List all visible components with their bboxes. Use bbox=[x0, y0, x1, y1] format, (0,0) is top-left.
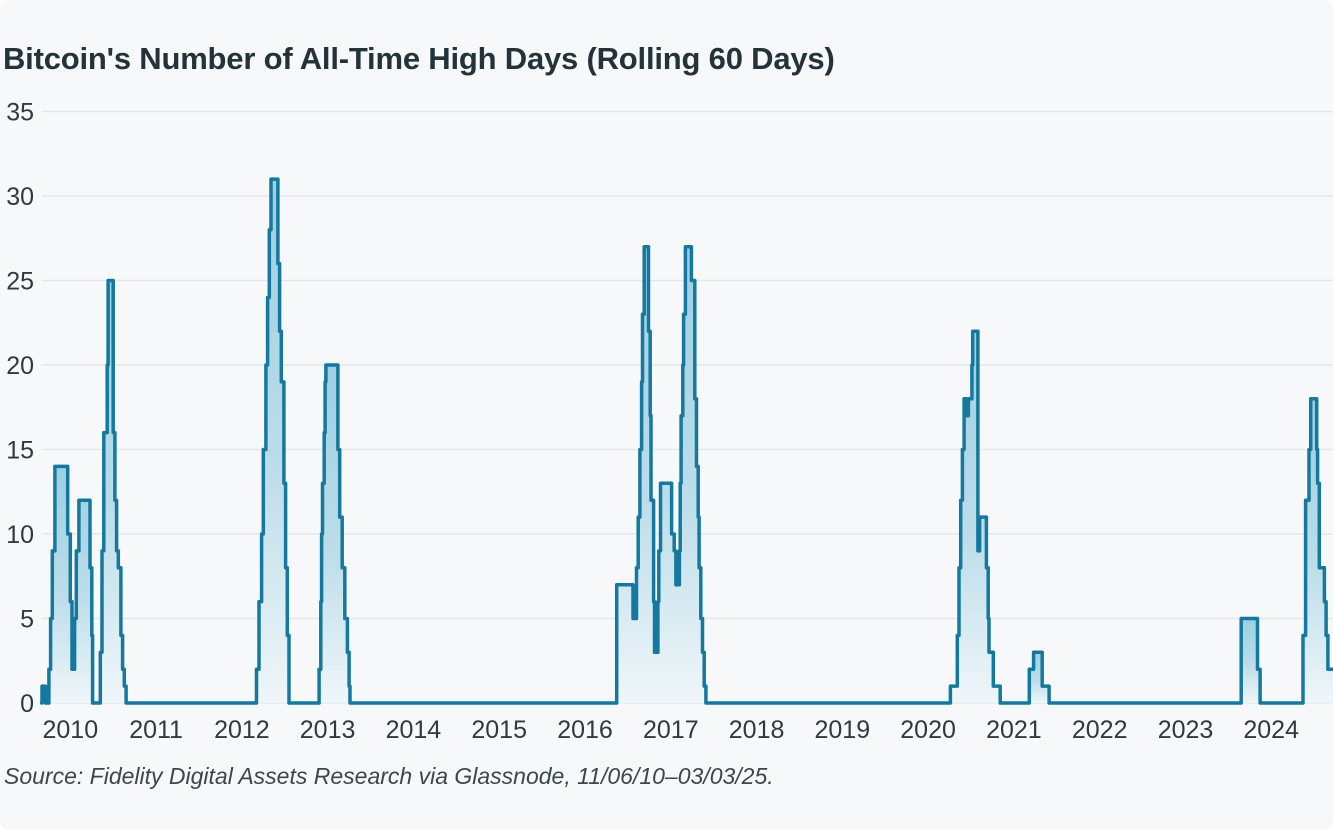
x-axis-tick-label: 2022 bbox=[1072, 716, 1128, 744]
x-axis-tick-label: 2020 bbox=[900, 716, 956, 744]
y-axis-tick-label: 25 bbox=[6, 268, 34, 296]
area-fill bbox=[48, 466, 93, 703]
axis-labels-layer: 0 5 10 15 20 25 30 35 2010 2011 2012 2013 2014 2015 20… bbox=[6, 99, 1299, 745]
source-note: Source: Fidelity Digital Assets Research… bbox=[4, 763, 774, 789]
area-fill-layer bbox=[42, 179, 1333, 704]
x-axis-tick-label: 2011 bbox=[129, 716, 183, 744]
y-axis-tick-label: 0 bbox=[20, 690, 34, 718]
y-axis-tick-label: 5 bbox=[20, 606, 34, 634]
x-axis-tick-label: 2012 bbox=[214, 716, 270, 744]
area-fill bbox=[256, 179, 289, 704]
x-axis-tick-label: 2023 bbox=[1158, 716, 1214, 744]
y-axis-tick-label: 20 bbox=[6, 352, 34, 380]
y-axis-tick-label: 30 bbox=[6, 183, 34, 211]
area-fill bbox=[319, 365, 350, 703]
x-axis-tick-label: 2010 bbox=[42, 716, 98, 744]
chart-title: Bitcoin's Number of All-Time High Days (… bbox=[3, 41, 835, 76]
y-axis-tick-label: 10 bbox=[6, 521, 34, 549]
x-axis-tick-label: 2019 bbox=[814, 716, 870, 744]
series-line bbox=[39, 177, 1333, 705]
y-axis-tick-label: 35 bbox=[6, 99, 34, 127]
x-axis-tick-label: 2018 bbox=[729, 716, 785, 744]
series-line-layer bbox=[39, 177, 1333, 705]
y-axis-tick-label: 15 bbox=[6, 437, 34, 465]
x-axis-tick-label: 2024 bbox=[1243, 716, 1299, 744]
x-axis-tick-label: 2013 bbox=[300, 716, 356, 744]
area-fill bbox=[1241, 618, 1261, 703]
x-axis-tick-label: 2014 bbox=[386, 716, 442, 744]
x-axis-tick-label: 2015 bbox=[471, 716, 527, 744]
x-axis-tick-label: 2017 bbox=[643, 716, 699, 744]
area-fill bbox=[616, 246, 706, 703]
x-axis-tick-label: 2016 bbox=[557, 716, 613, 744]
x-axis-tick-label: 2021 bbox=[986, 716, 1042, 744]
